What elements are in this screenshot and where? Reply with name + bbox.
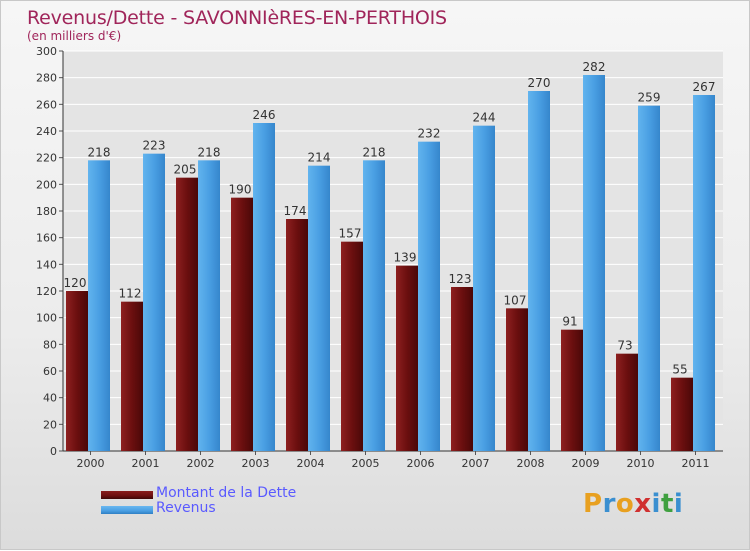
dette-bar — [286, 219, 308, 451]
logo-letter: i — [673, 489, 684, 519]
y-tick-label: 80 — [43, 338, 57, 351]
y-tick-label: 280 — [36, 72, 57, 85]
revenus-bar — [638, 105, 660, 452]
revenus-bar — [308, 165, 330, 451]
revenus-value-label: 246 — [253, 108, 276, 122]
dette-value-label: 174 — [284, 204, 307, 218]
x-tick-label: 2001 — [132, 457, 160, 470]
logo-letter: o — [615, 489, 635, 519]
dette-bar — [671, 377, 693, 451]
dette-bar — [396, 265, 418, 451]
revenus-value-label: 218 — [363, 145, 386, 159]
dette-bar — [231, 197, 253, 451]
revenus-bar — [583, 75, 605, 451]
revenus-value-label: 223 — [143, 139, 166, 153]
dette-bar — [176, 177, 198, 451]
y-tick-label: 40 — [43, 392, 57, 405]
dette-value-label: 157 — [339, 227, 362, 241]
x-tick-label: 2002 — [187, 457, 215, 470]
x-tick-label: 2000 — [77, 457, 105, 470]
dette-value-label: 123 — [449, 272, 472, 286]
x-tick-label: 2004 — [297, 457, 325, 470]
x-tick-label: 2011 — [682, 457, 710, 470]
revenus-value-label: 218 — [198, 145, 221, 159]
chart-subtitle: (en milliers d'€) — [27, 29, 122, 43]
legend-label-dette: Montant de la Dette — [156, 485, 297, 501]
y-tick-label: 240 — [36, 125, 57, 138]
dette-value-label: 205 — [174, 163, 197, 177]
revenus-bar — [473, 125, 495, 452]
dette-bar — [616, 353, 638, 451]
legend-label-revenus: Revenus — [156, 500, 216, 516]
dette-bar — [66, 291, 88, 451]
dette-value-label: 107 — [504, 293, 527, 307]
x-tick-label: 2009 — [572, 457, 600, 470]
y-tick-label: 120 — [36, 285, 57, 298]
revenus-value-label: 259 — [638, 91, 661, 105]
y-tick-label: 220 — [36, 152, 57, 165]
logo-letter: t — [660, 489, 674, 519]
revenus-bar — [253, 123, 275, 451]
revenus-value-label: 214 — [308, 151, 331, 165]
logo-letter: i — [651, 489, 661, 519]
revenus-bar — [528, 91, 550, 451]
legend-swatch-revenus — [101, 506, 153, 514]
y-tick-label: 140 — [36, 258, 57, 271]
y-tick-label: 0 — [50, 445, 57, 458]
plot-area — [63, 51, 723, 451]
y-tick-label: 200 — [36, 178, 57, 191]
dette-value-label: 91 — [562, 315, 577, 329]
revenus-value-label: 270 — [528, 76, 551, 90]
x-tick-label: 2008 — [517, 457, 545, 470]
dette-bar — [451, 287, 473, 451]
revenus-bar — [363, 160, 385, 452]
x-tick-label: 2010 — [627, 457, 655, 470]
revenus-bar — [143, 153, 165, 451]
legend-swatch-dette — [101, 491, 153, 499]
logo-letter: P — [583, 489, 603, 519]
revenus-bar — [198, 160, 220, 452]
logo-letter: r — [602, 489, 616, 519]
x-tick-label: 2006 — [407, 457, 435, 470]
y-tick-label: 160 — [36, 232, 57, 245]
dette-bar — [561, 329, 583, 451]
y-tick-label: 100 — [36, 312, 57, 325]
revenus-bar — [418, 141, 440, 451]
x-tick-label: 2003 — [242, 457, 270, 470]
x-tick-label: 2007 — [462, 457, 490, 470]
x-tick-label: 2005 — [352, 457, 380, 470]
revenus-value-label: 267 — [693, 80, 716, 94]
dette-value-label: 190 — [229, 183, 252, 197]
y-tick-label: 180 — [36, 205, 57, 218]
y-tick-label: 20 — [43, 418, 57, 431]
chart-title: Revenus/Dette - SAVONNIèRES-EN-PERTHOIS — [27, 7, 447, 29]
dette-value-label: 73 — [617, 339, 632, 353]
revenus-value-label: 232 — [418, 127, 441, 141]
dette-value-label: 112 — [119, 287, 142, 301]
y-tick-label: 60 — [43, 365, 57, 378]
y-tick-label: 300 — [36, 45, 57, 58]
dette-bar — [121, 301, 143, 451]
revenus-value-label: 218 — [88, 145, 111, 159]
revenus-value-label: 244 — [473, 111, 496, 125]
dette-value-label: 55 — [672, 363, 687, 377]
dette-bar — [506, 308, 528, 451]
proxiti-logo: Proxiti — [583, 489, 683, 519]
dette-value-label: 139 — [394, 251, 417, 265]
logo-letter: x — [634, 489, 652, 519]
revenus-bar — [693, 95, 715, 451]
dette-value-label: 120 — [64, 276, 87, 290]
revenus-bar — [88, 160, 110, 452]
dette-bar — [341, 241, 363, 451]
y-tick-label: 260 — [36, 98, 57, 111]
revenus-value-label: 282 — [583, 60, 606, 74]
